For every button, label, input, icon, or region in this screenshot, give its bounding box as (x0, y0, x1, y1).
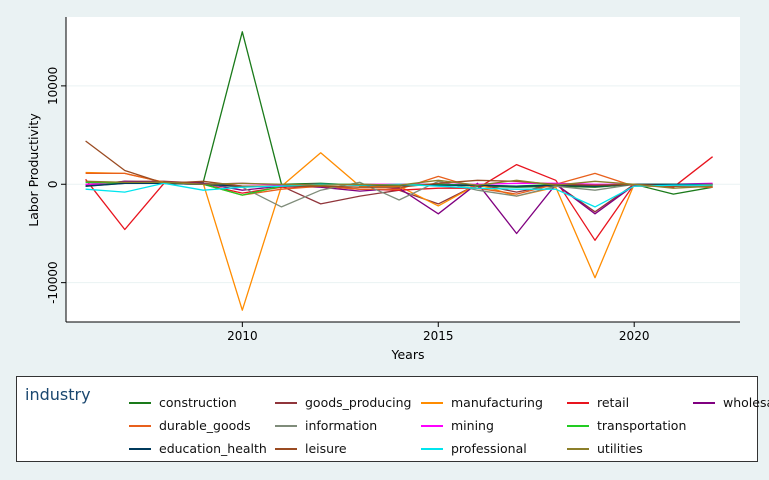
legend-swatch (275, 424, 297, 427)
y-tick-label: -10000 (46, 261, 60, 304)
series-line-leisure (85, 140, 713, 188)
x-tick-label: 2010 (227, 329, 258, 343)
legend-label: professional (451, 441, 527, 456)
legend-swatch (693, 401, 715, 404)
legend-label: transportation (597, 418, 687, 433)
legend-label: education_health (159, 441, 267, 456)
legend-swatch (129, 424, 151, 427)
legend-label: retail (597, 395, 630, 410)
legend-item-wholesale: wholesale (693, 391, 769, 414)
legend-label: mining (451, 418, 494, 433)
legend-item-leisure: leisure (275, 437, 421, 460)
legend-item-goods-producing: goods_producing (275, 391, 421, 414)
legend-label: construction (159, 395, 237, 410)
legend-item-mining: mining (421, 414, 567, 437)
legend-item-transportation: transportation (567, 414, 693, 437)
axis-ticks: -10000 0 10000 2010 2015 2020 (46, 67, 649, 343)
series-lines (85, 31, 713, 311)
legend-swatch (275, 401, 297, 404)
legend-label: leisure (305, 441, 347, 456)
legend-label: information (305, 418, 378, 433)
legend-title: industry (25, 385, 91, 404)
legend-label: wholesale (723, 395, 769, 410)
legend-swatch (567, 447, 589, 450)
legend-item-construction: construction (129, 391, 275, 414)
legend-swatch (567, 424, 589, 427)
y-axis-title: Labor Productivity (26, 113, 41, 227)
plot-area (66, 17, 740, 322)
legend-swatch (275, 447, 297, 450)
legend-item-manufacturing: manufacturing (421, 391, 567, 414)
x-axis-title: Years (391, 347, 425, 362)
x-tick-label: 2020 (619, 329, 650, 343)
y-tick-label: 0 (46, 180, 60, 188)
series-line-wholesale (85, 180, 713, 235)
legend-swatch (421, 424, 443, 427)
legend-item-professional: professional (421, 437, 567, 460)
legend-label: manufacturing (451, 395, 543, 410)
legend-item-retail: retail (567, 391, 693, 414)
legend-swatch (567, 401, 589, 404)
legend-item-information: information (275, 414, 421, 437)
legend-swatch (421, 401, 443, 404)
legend-swatch (129, 401, 151, 404)
legend-label: durable_goods (159, 418, 251, 433)
line-chart: -10000 0 10000 2010 2015 2020 Years Labor Pro… (26, 17, 740, 362)
legend-item-education-health: education_health (129, 437, 275, 460)
legend-swatch (421, 447, 443, 450)
series-line-utilities (85, 179, 713, 189)
axes (65, 17, 740, 323)
legend-item-utilities: utilities (567, 437, 693, 460)
legend-label: goods_producing (305, 395, 412, 410)
legend-item-durable-goods: durable_goods (129, 414, 275, 437)
legend-entries: construction durable_goods education_healt… (129, 391, 769, 460)
legend-label: utilities (597, 441, 643, 456)
series-line-professional (85, 182, 713, 208)
y-tick-label: 10000 (46, 67, 60, 105)
legend-swatch (129, 447, 151, 450)
x-tick-label: 2015 (423, 329, 454, 343)
